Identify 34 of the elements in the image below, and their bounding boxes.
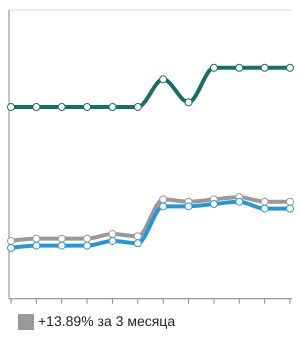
point <box>260 204 269 213</box>
point <box>134 239 142 248</box>
point <box>58 234 66 243</box>
point <box>184 98 193 106</box>
point <box>108 103 116 112</box>
point <box>159 202 168 210</box>
point <box>159 195 168 204</box>
point <box>32 103 40 112</box>
point <box>210 64 218 72</box>
point <box>83 242 92 250</box>
point <box>58 103 66 112</box>
point <box>210 200 218 208</box>
point <box>134 232 142 240</box>
point <box>7 244 15 252</box>
legend-label: +13.89% за 3 месяца <box>38 312 176 329</box>
point <box>286 198 294 206</box>
point <box>108 230 116 238</box>
point <box>32 234 40 243</box>
point <box>159 75 168 84</box>
point <box>7 236 15 245</box>
point <box>7 103 15 112</box>
point <box>134 103 142 112</box>
point <box>286 204 294 213</box>
point <box>32 242 40 250</box>
point <box>260 64 269 72</box>
point <box>260 198 269 206</box>
point <box>83 234 92 243</box>
point <box>184 202 193 210</box>
point <box>108 236 116 245</box>
point <box>286 64 294 72</box>
point <box>235 198 244 206</box>
point <box>58 242 66 250</box>
point <box>83 103 92 112</box>
point <box>235 64 244 72</box>
